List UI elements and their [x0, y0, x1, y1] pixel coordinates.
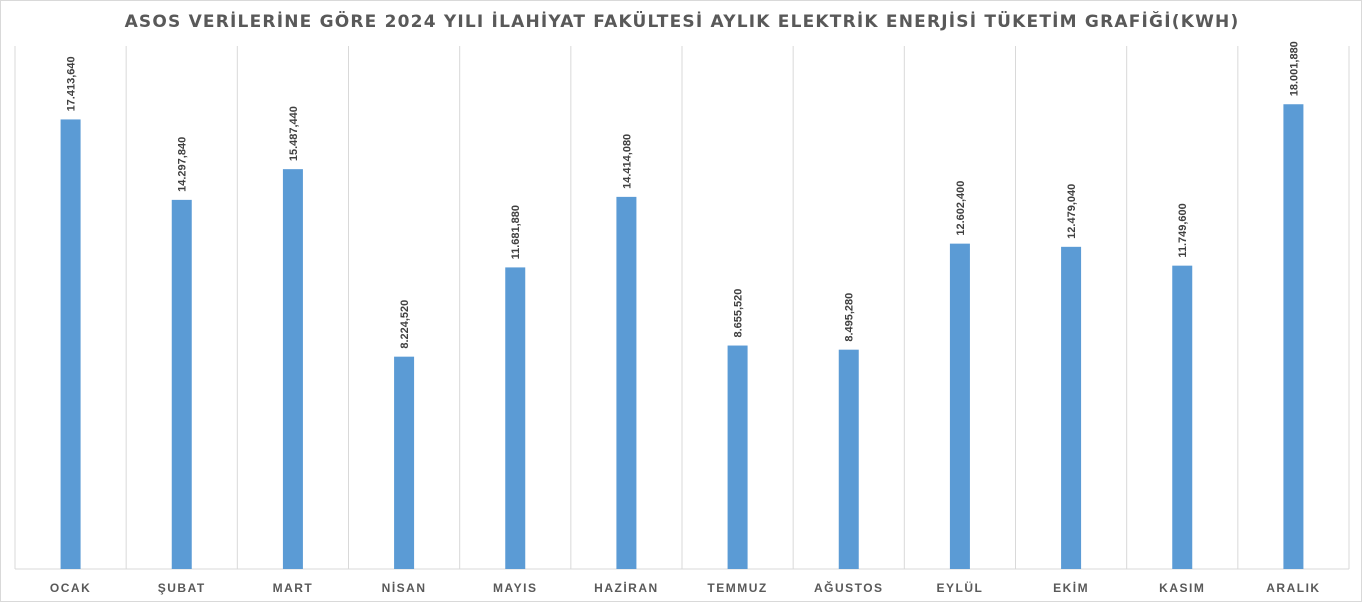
chart-title: ASOS VERİLERİNE GÖRE 2024 YILI İLAHİYAT …: [124, 12, 1240, 32]
x-tick-label: HAZİRAN: [594, 580, 659, 595]
bar: [394, 356, 415, 569]
x-tick-label: KASIM: [1159, 581, 1205, 595]
data-label: 8.224,520: [399, 300, 411, 349]
data-label: 18.001,880: [1288, 41, 1300, 96]
data-label-layer: 17.413,640 14.297,840 15.487,440 8.224,520 1…: [66, 41, 1301, 348]
bar: [949, 243, 970, 569]
bar: [727, 345, 748, 569]
data-label: 11.681,880: [510, 205, 522, 259]
x-tick-label: ARALIK: [1266, 581, 1320, 595]
category-label-layer: OCAK ŞUBAT MART NİSAN MAYIS HAZİRAN TEMMUZ AĞUS…: [50, 580, 1320, 595]
x-tick-label: MART: [273, 581, 314, 595]
x-tick-label: NİSAN: [382, 580, 427, 595]
x-tick-label: OCAK: [50, 581, 91, 595]
data-label: 12.479,040: [1066, 184, 1078, 239]
bar: [1283, 104, 1304, 570]
bar: [1061, 246, 1082, 569]
x-tick-label: MAYIS: [493, 581, 537, 595]
data-label: 8.495,280: [844, 293, 856, 342]
bar: [505, 267, 526, 569]
x-tick-label: AĞUSTOS: [814, 580, 884, 595]
bar-layer: [60, 104, 1304, 570]
data-label: 14.297,840: [177, 137, 189, 192]
bar: [282, 169, 303, 569]
bar: [1172, 265, 1193, 569]
data-label: 11.749,600: [1177, 203, 1189, 257]
x-tick-label: TEMMUZ: [707, 581, 767, 595]
bar: [838, 349, 859, 569]
bar: [171, 199, 192, 569]
data-label: 15.487,440: [288, 106, 300, 161]
data-label: 12.602,400: [955, 181, 967, 236]
data-label: 8.655,520: [733, 289, 745, 338]
data-label: 14.414,080: [621, 134, 633, 189]
data-label: 17.413,640: [66, 56, 78, 111]
x-tick-label: EKİM: [1053, 580, 1089, 595]
bar: [616, 196, 637, 569]
x-tick-label: ŞUBAT: [158, 581, 206, 595]
grid-layer: [14, 46, 1350, 570]
x-tick-label: EYLÜL: [936, 580, 983, 595]
bar: [60, 119, 81, 569]
